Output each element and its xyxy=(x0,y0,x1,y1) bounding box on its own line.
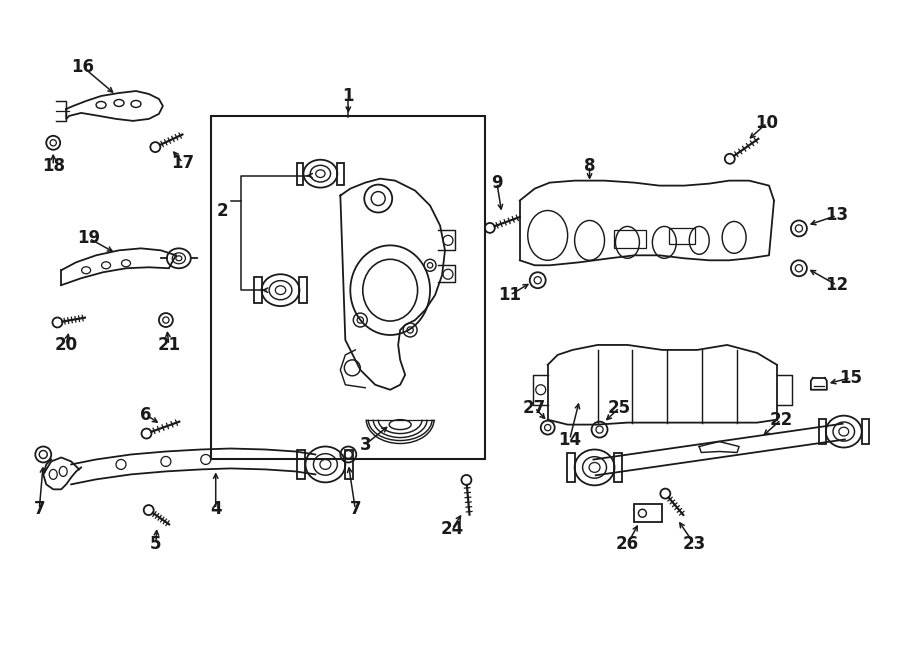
Text: 13: 13 xyxy=(825,207,849,224)
Bar xyxy=(298,450,305,479)
Text: 20: 20 xyxy=(55,336,77,354)
Bar xyxy=(254,277,262,303)
Bar xyxy=(615,230,646,248)
Text: 9: 9 xyxy=(491,173,503,191)
Bar xyxy=(297,162,303,185)
Text: 6: 6 xyxy=(140,406,152,424)
Text: 26: 26 xyxy=(616,535,639,553)
Bar xyxy=(346,450,354,479)
Bar xyxy=(211,116,485,459)
Text: 4: 4 xyxy=(210,500,221,518)
Text: 24: 24 xyxy=(440,520,464,538)
Text: 16: 16 xyxy=(72,58,94,76)
Text: 21: 21 xyxy=(158,336,180,354)
Text: 5: 5 xyxy=(150,535,162,553)
Bar xyxy=(567,453,574,482)
Text: 2: 2 xyxy=(217,201,229,220)
Bar xyxy=(634,504,662,522)
Bar xyxy=(670,228,695,244)
Text: 22: 22 xyxy=(770,410,793,428)
Text: 8: 8 xyxy=(584,157,595,175)
Text: 14: 14 xyxy=(558,430,581,449)
Bar xyxy=(819,419,826,444)
Text: 18: 18 xyxy=(41,157,65,175)
Bar xyxy=(615,453,623,482)
Text: 10: 10 xyxy=(755,114,778,132)
Text: 7: 7 xyxy=(33,500,45,518)
Text: 12: 12 xyxy=(825,276,849,294)
Text: 3: 3 xyxy=(359,436,371,453)
Bar xyxy=(861,419,868,444)
Text: 19: 19 xyxy=(77,230,101,248)
Bar xyxy=(338,162,344,185)
Text: 1: 1 xyxy=(343,87,354,105)
Bar xyxy=(300,277,307,303)
Text: 27: 27 xyxy=(523,399,546,416)
Text: 15: 15 xyxy=(840,369,862,387)
Text: 11: 11 xyxy=(499,286,521,304)
Text: 23: 23 xyxy=(682,535,706,553)
Text: 7: 7 xyxy=(349,500,361,518)
Text: 17: 17 xyxy=(171,154,194,171)
Text: 25: 25 xyxy=(608,399,631,416)
